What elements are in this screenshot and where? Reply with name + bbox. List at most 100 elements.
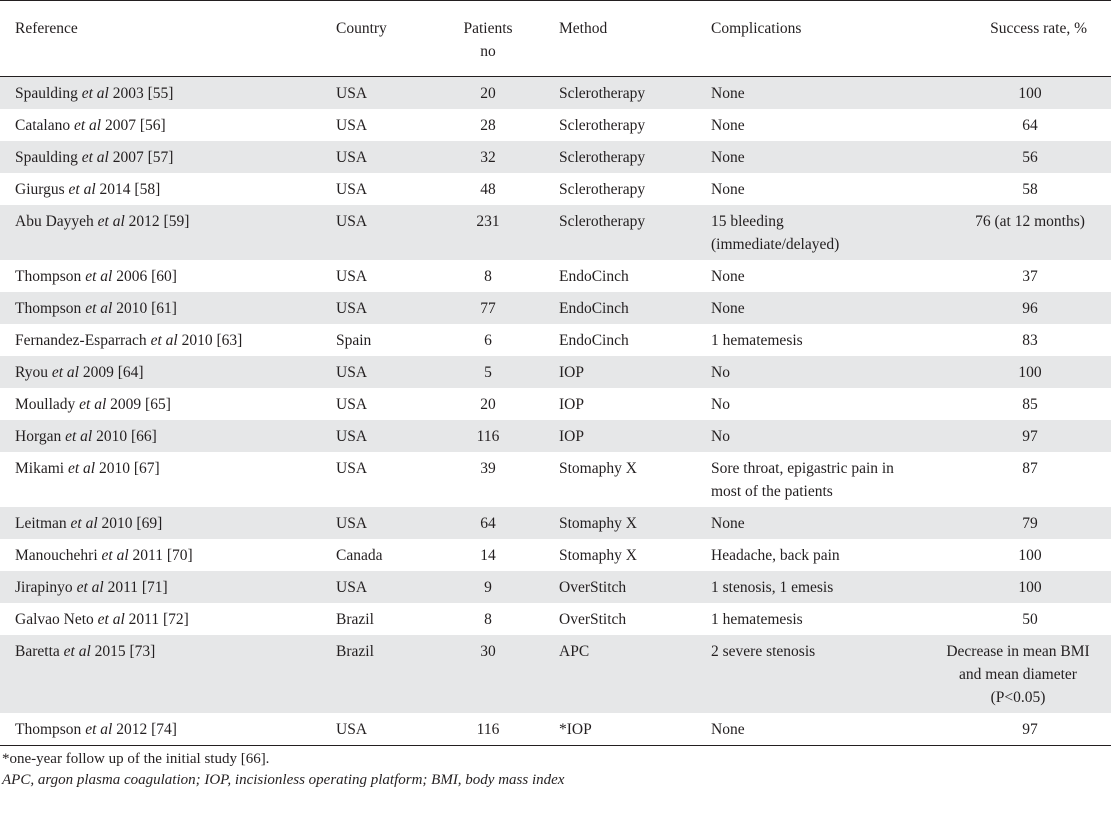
cell-reference: Thompson et al 2010 [61]	[0, 292, 321, 324]
reference-author: Horgan	[15, 428, 62, 445]
cell-patients: 8	[484, 268, 492, 285]
reference-author: Jirapinyo	[15, 579, 73, 596]
cell-patients: 32	[432, 141, 544, 173]
cell-country: USA	[321, 420, 432, 452]
cell-method: IOP	[544, 420, 696, 452]
cell-complications: No	[696, 420, 921, 452]
cell-patients: 5	[432, 356, 544, 388]
cell-reference: Fernandez-Esparrach et al 2010 [63]	[0, 324, 321, 356]
cell-country: USA	[336, 721, 368, 738]
reference-year-citation: 2012 [74]	[112, 721, 177, 738]
table-row: Galvao Neto et al 2011 [72] Brazil 8 OverSt…	[0, 603, 1111, 635]
cell-complications: No	[711, 396, 730, 413]
header-reference: Reference	[15, 20, 78, 37]
reference-author: Moullady	[15, 396, 76, 413]
cell-reference: Spaulding et al 2003 [55]	[0, 76, 321, 109]
cell-complications: 15 bleeding (immediate/delayed)	[696, 205, 921, 260]
results-table: Reference Country Patients no Method Com…	[0, 0, 1111, 746]
cell-method: APC	[544, 635, 696, 713]
cell-complications: None	[711, 268, 745, 285]
cell-complications: None	[711, 721, 745, 738]
table-header: Reference Country Patients no Method Com…	[0, 0, 1111, 77]
cell-success-rate: 37	[1022, 268, 1038, 285]
cell-reference: Thompson et al 2006 [60]	[0, 260, 321, 292]
table-row: Horgan et al 2010 [66] USA 116 IOP No 97	[0, 420, 1111, 452]
reference-year-citation: 2011 [70]	[128, 547, 193, 564]
header-country: Country	[336, 20, 387, 37]
reference-author: Baretta	[15, 643, 60, 660]
reference-author: Leitman	[15, 515, 67, 532]
cell-method: EndoCinch	[559, 332, 629, 349]
reference-year-citation: 2009 [64]	[78, 364, 144, 381]
cell-reference: Mikami et al 2010 [67]	[0, 452, 321, 507]
cell-complications: None	[696, 141, 921, 173]
cell-country: USA	[336, 181, 368, 198]
cell-reference: Giurgus et al 2014 [58]	[0, 173, 321, 205]
reference-author: Galvao Neto	[15, 611, 94, 628]
reference-year-citation: 2011 [72]	[124, 611, 189, 628]
cell-reference: Ryou et al 2009 [64]	[0, 356, 321, 388]
cell-reference: Thompson et al 2012 [74]	[0, 713, 321, 746]
cell-method: Sclerotherapy	[544, 76, 696, 109]
cell-patients: 28	[480, 117, 496, 134]
cell-method: OverStitch	[559, 611, 627, 628]
table-row: Fernandez-Esparrach et al 2010 [63] Spain…	[0, 324, 1111, 356]
cell-country: Spain	[336, 332, 372, 349]
cell-patients: 77	[432, 292, 544, 324]
reference-et-al: et al	[67, 460, 96, 477]
cell-country: USA	[321, 76, 432, 109]
reference-author: Manouchehri	[15, 547, 98, 564]
cell-complications: None	[696, 507, 921, 539]
cell-country: USA	[321, 507, 432, 539]
cell-success-rate: 97	[921, 420, 1111, 452]
table-row: Catalano et al 2007 [56] USA 28 Sclerothera…	[0, 109, 1111, 141]
reference-author: Ryou	[15, 364, 48, 381]
cell-method: EndoCinch	[544, 292, 696, 324]
cell-reference: Spaulding et al 2007 [57]	[0, 141, 321, 173]
cell-success-rate: 58	[1022, 181, 1038, 198]
reference-et-al: et al	[150, 332, 178, 349]
header-success-rate: Success rate, %	[990, 20, 1087, 37]
cell-patients: 20	[432, 76, 544, 109]
table-row: Thompson et al 2006 [60] USA 8 EndoCinch Non…	[0, 260, 1111, 292]
reference-author: Thompson	[15, 300, 82, 317]
reference-author: Abu Dayyeh	[15, 213, 94, 230]
cell-patients: 14	[480, 547, 496, 564]
cell-reference: Catalano et al 2007 [56]	[0, 109, 321, 141]
table-row: Jirapinyo et al 2011 [71] USA 9 OverStitch 1…	[0, 571, 1111, 603]
cell-patients: 8	[484, 611, 492, 628]
reference-author: Spaulding	[15, 85, 78, 102]
reference-author: Mikami	[15, 460, 65, 477]
reference-year-citation: 2010 [63]	[177, 332, 243, 349]
cell-patients: 48	[480, 181, 496, 198]
reference-et-al: et al	[79, 396, 107, 413]
cell-method: Sclerotherapy	[559, 117, 646, 134]
cell-country: USA	[336, 396, 368, 413]
cell-success-rate: 83	[1022, 332, 1038, 349]
cell-method: Stomaphy X	[544, 507, 696, 539]
cell-reference: Horgan et al 2010 [66]	[0, 420, 321, 452]
reference-year-citation: 2010 [69]	[97, 515, 163, 532]
cell-method: IOP	[544, 356, 696, 388]
cell-patients: 64	[432, 507, 544, 539]
cell-success-rate: 100	[921, 356, 1111, 388]
table-row: Mikami et al 2010 [67] USA 39 Stomaphy X Sor…	[0, 452, 1111, 507]
cell-method: EndoCinch	[559, 268, 629, 285]
reference-year-citation: 2010 [67]	[95, 460, 160, 477]
cell-country: Brazil	[321, 635, 432, 713]
cell-country: Canada	[336, 547, 383, 564]
abbreviations-note: APC, argon plasma coagulation; IOP, inci…	[2, 772, 565, 788]
cell-method: OverStitch	[544, 571, 696, 603]
cell-success-rate: 96	[921, 292, 1111, 324]
cell-country: USA	[336, 460, 368, 477]
cell-patients: 9	[432, 571, 544, 603]
header-method: Method	[559, 20, 608, 37]
cell-patients: 116	[476, 721, 500, 738]
cell-success-rate: 79	[921, 507, 1111, 539]
cell-country: USA	[336, 117, 368, 134]
cell-reference: Baretta et al 2015 [73]	[0, 635, 321, 713]
cell-reference: Manouchehri et al 2011 [70]	[0, 539, 321, 571]
cell-method: IOP	[559, 396, 584, 413]
footnote: *one-year follow up of the initial study…	[2, 751, 270, 767]
cell-complications: 2 severe stenosis	[696, 635, 921, 713]
